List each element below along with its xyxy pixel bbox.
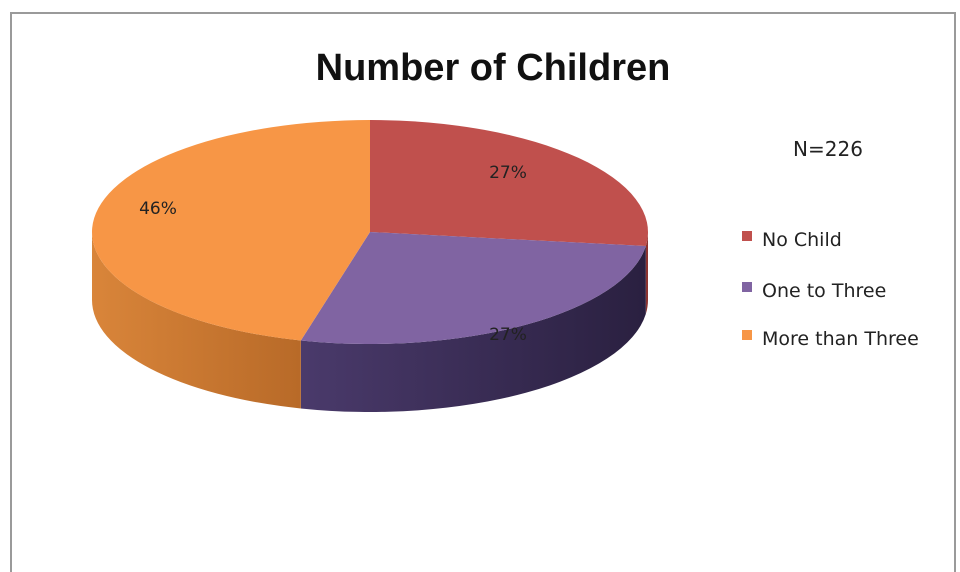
legend-swatch-more-than-three xyxy=(742,330,752,340)
pie-slice-no-child xyxy=(370,120,648,247)
legend-label-no-child: No Child xyxy=(762,229,842,251)
legend-label-more-than-three: More than Three xyxy=(762,328,919,350)
pie-side-one-to-three xyxy=(300,246,646,413)
pie-slice-more-than-three xyxy=(91,120,371,341)
legend: No Child One to Three More than Three xyxy=(742,229,919,350)
pie-group: 27% 27% 46% xyxy=(91,120,648,413)
pie-chart: Number of Children N=226 27% 27% 46% No Ch… xyxy=(91,47,919,413)
slice-label-more-than-three: 46% xyxy=(139,199,177,219)
legend-label-one-to-three: One to Three xyxy=(762,280,886,302)
slice-label-no-child: 27% xyxy=(489,163,527,183)
slice-label-one-to-three: 27% xyxy=(489,325,527,345)
pie-side-no-child xyxy=(645,232,648,315)
legend-swatch-one-to-three xyxy=(742,282,752,292)
sample-size-note: N=226 xyxy=(793,137,863,161)
chart-title: Number of Children xyxy=(316,47,671,89)
pie-slice-one-to-three xyxy=(300,232,646,345)
legend-swatch-no-child xyxy=(742,231,752,241)
pie-side-more-than-three xyxy=(92,232,301,409)
